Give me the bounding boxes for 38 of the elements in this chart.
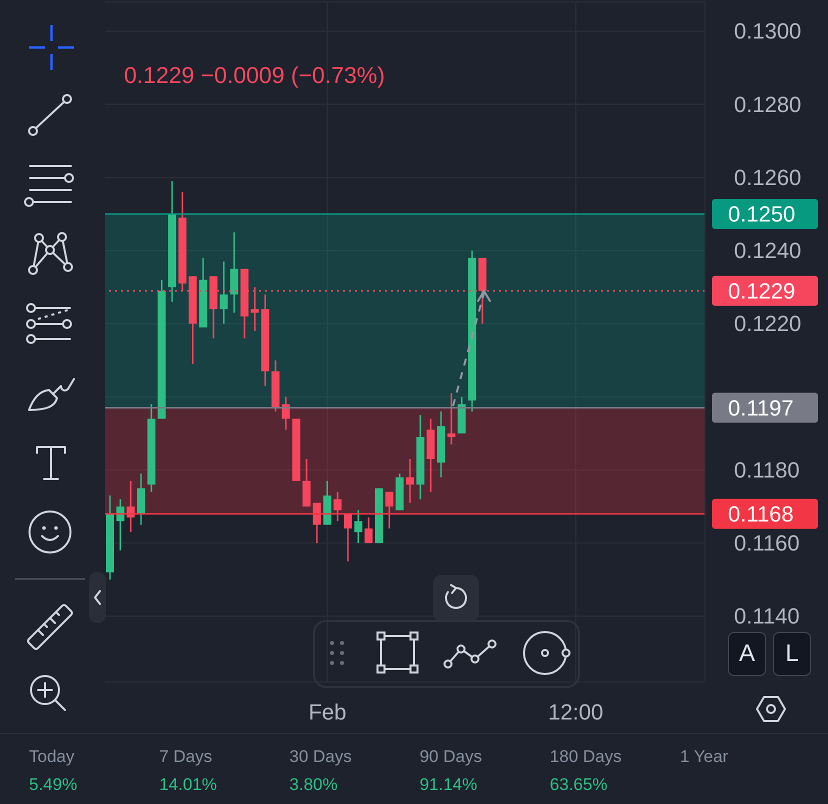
text: 14.01% <box>159 775 217 795</box>
ref-line-label: 0.1197 <box>728 395 794 420</box>
text: 90 Days <box>420 747 482 767</box>
y-tick-label: 0.1140 <box>734 604 800 629</box>
ref-line-label: 0.1229 <box>728 278 796 304</box>
text: 91.14% <box>420 775 478 795</box>
candlestick <box>344 513 352 562</box>
text: 3.80% <box>289 775 338 795</box>
y-tick-label: 0.1240 <box>734 238 802 264</box>
text: 7 Days <box>159 747 212 767</box>
ref-line-label: 0.1250 <box>728 202 796 227</box>
candlestick <box>312 502 321 544</box>
candlestick <box>385 491 394 530</box>
y-tick-label: 0.1180 <box>734 457 800 482</box>
y-tick-label: 0.1280 <box>734 92 802 117</box>
text: Today <box>29 747 74 767</box>
candlestick <box>447 392 456 446</box>
candlestick <box>406 458 414 504</box>
text: 30 Days <box>289 747 352 767</box>
x-tick-label: Feb <box>308 700 346 724</box>
text: 0.1229 −0.0009 (−0.73%) <box>124 62 385 89</box>
candlestick <box>282 396 290 430</box>
text: 5.49% <box>29 775 78 795</box>
text: L <box>773 632 811 676</box>
text: A <box>728 632 766 676</box>
x-tick-label: 12:00 <box>548 700 604 724</box>
y-tick-label: 0.1160 <box>734 530 800 556</box>
text: 1 Year <box>680 747 728 767</box>
candlestick <box>334 491 342 522</box>
candlestick <box>220 260 228 324</box>
y-tick-label: 0.1220 <box>734 311 802 336</box>
ref-line-label: 0.1168 <box>728 501 794 526</box>
text: 63.65% <box>550 775 608 795</box>
y-tick-label: 0.1260 <box>734 164 802 190</box>
candlestick <box>354 509 362 544</box>
text: 180 Days <box>550 747 622 767</box>
y-tick-label: 0.1300 <box>734 18 802 44</box>
candlestick <box>364 516 373 544</box>
